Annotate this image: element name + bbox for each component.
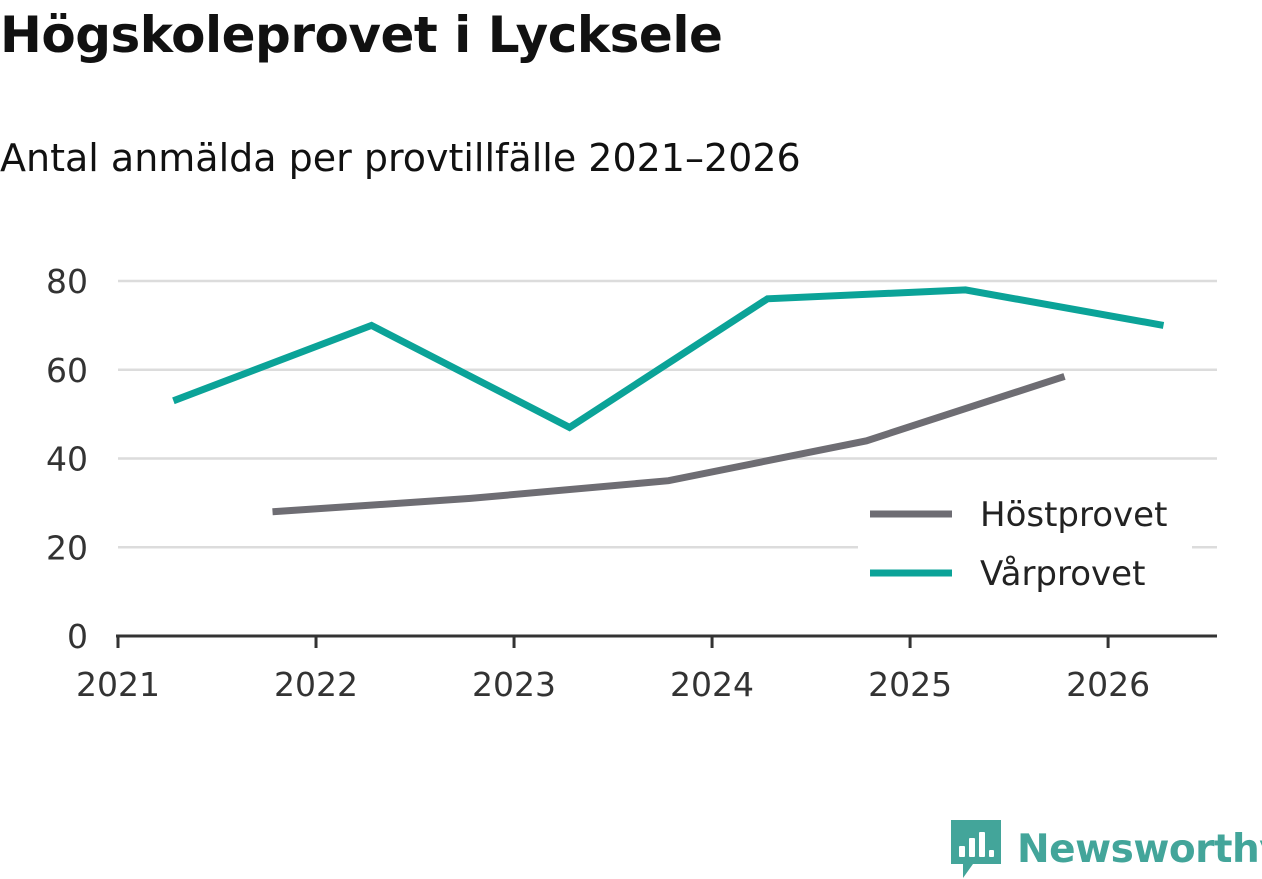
legend-label: Vårprovet — [980, 554, 1145, 594]
legend-label: Höstprovet — [980, 495, 1167, 535]
y-tick-label: 40 — [46, 440, 88, 479]
x-tick-label: 2023 — [472, 665, 556, 704]
x-tick-label: 2024 — [670, 665, 754, 704]
y-tick-label: 20 — [46, 528, 88, 567]
x-axis: 2021 2022 2023 2024 2025 2026 — [76, 634, 1217, 704]
brand-name: Newsworthy — [1017, 826, 1262, 872]
series-lines — [172, 286, 1165, 516]
chart-title: Högskoleprovet i Lycksele — [0, 6, 723, 64]
y-tick-label: 80 — [46, 262, 88, 301]
x-tick-label: 2021 — [76, 665, 160, 704]
series-line-h-stprovet — [272, 373, 1066, 516]
chart-subtitle: Antal anmälda per provtillfälle 2021–202… — [0, 136, 801, 180]
x-tick-label: 2022 — [274, 665, 358, 704]
bar-chart-bubble-icon — [951, 820, 1001, 878]
legend-background — [858, 486, 1192, 608]
x-tick-label: 2025 — [868, 665, 952, 704]
series-line-v-rprovet — [172, 286, 1165, 432]
newsworthy-logo: Newsworthy — [951, 820, 1262, 878]
legend: Höstprovet Vårprovet — [858, 486, 1192, 608]
y-tick-label: 60 — [46, 351, 88, 390]
x-tick-label: 2026 — [1066, 665, 1150, 704]
y-tick-label: 0 — [67, 617, 88, 656]
